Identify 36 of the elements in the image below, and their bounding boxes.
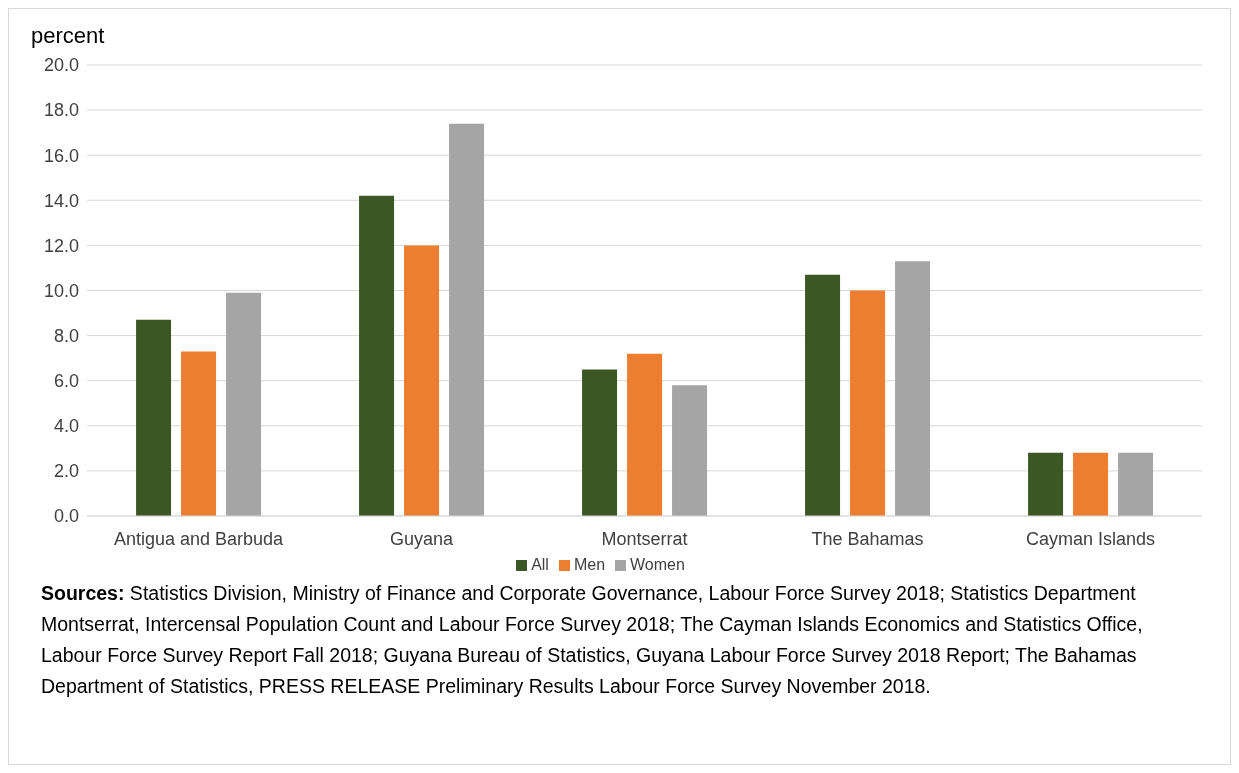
source-note: Sources: Statistics Division, Ministry of Finance and Corporate Governance, Labour Force Survey 2018; Statistics Department Montserrat, Intercensal Population Count and Labour Force Survey 2018; The Cayman Islands Economics and Statistics Office, Labour Force Survey Report Fall 2018; Guyana Bureau of Statistics, Guyana Labour Force Survey 2018 Report; The Bahamas Department of Statistics, PRESS RELEASE Preliminary Results Labour Force Survey November 2018. bbox=[41, 581, 1144, 699]
bar bbox=[805, 274, 841, 516]
x-tick-label: Cayman Islands bbox=[1025, 528, 1156, 549]
y-tick-label: 6.0 bbox=[53, 371, 79, 392]
x-tick-label: Montserrat bbox=[601, 528, 688, 549]
bar bbox=[449, 123, 485, 516]
bar bbox=[627, 353, 663, 516]
bar bbox=[359, 195, 395, 516]
y-tick-label: 16.0 bbox=[43, 145, 79, 166]
bar bbox=[895, 261, 931, 516]
legend-label: All bbox=[531, 556, 549, 573]
y-tick-label: 2.0 bbox=[53, 461, 79, 482]
bar bbox=[1073, 452, 1109, 516]
y-tick-label: 4.0 bbox=[53, 416, 79, 437]
legend-label: Men bbox=[573, 556, 606, 573]
bar bbox=[181, 351, 217, 516]
bar bbox=[582, 369, 618, 516]
bar bbox=[1028, 452, 1064, 516]
bar bbox=[404, 245, 440, 516]
y-tick-label: 12.0 bbox=[43, 235, 79, 256]
bar bbox=[136, 319, 172, 516]
y-tick-label: 14.0 bbox=[43, 190, 79, 211]
y-tick-label: 20.0 bbox=[43, 55, 79, 76]
x-tick-label: Antigua and Barbuda bbox=[113, 528, 285, 549]
y-tick-label: 10.0 bbox=[43, 280, 79, 301]
x-tick-label: The Bahamas bbox=[811, 528, 924, 549]
y-tick-label: 18.0 bbox=[43, 100, 79, 121]
y-tick-label: 8.0 bbox=[53, 325, 79, 346]
bar bbox=[226, 292, 262, 516]
x-tick-label: Guyana bbox=[389, 528, 455, 549]
bar bbox=[672, 385, 708, 516]
bar bbox=[850, 290, 886, 516]
legend-label: Women bbox=[630, 556, 685, 573]
y-axis-title: percent bbox=[31, 23, 105, 49]
y-tick-label: 0.0 bbox=[53, 506, 79, 527]
bar bbox=[1118, 452, 1154, 516]
